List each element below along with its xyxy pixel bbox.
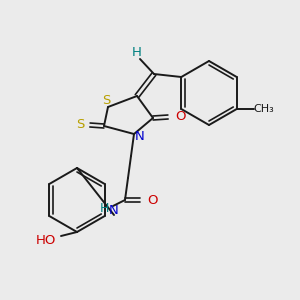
Text: CH₃: CH₃	[253, 104, 274, 114]
Text: N: N	[135, 130, 145, 142]
Text: O: O	[147, 194, 157, 206]
Text: N: N	[109, 203, 119, 217]
Text: S: S	[76, 118, 84, 131]
Text: O: O	[175, 110, 185, 124]
Text: H: H	[132, 46, 142, 59]
Text: H: H	[99, 202, 109, 214]
Text: HO: HO	[36, 233, 56, 247]
Text: S: S	[102, 94, 110, 106]
